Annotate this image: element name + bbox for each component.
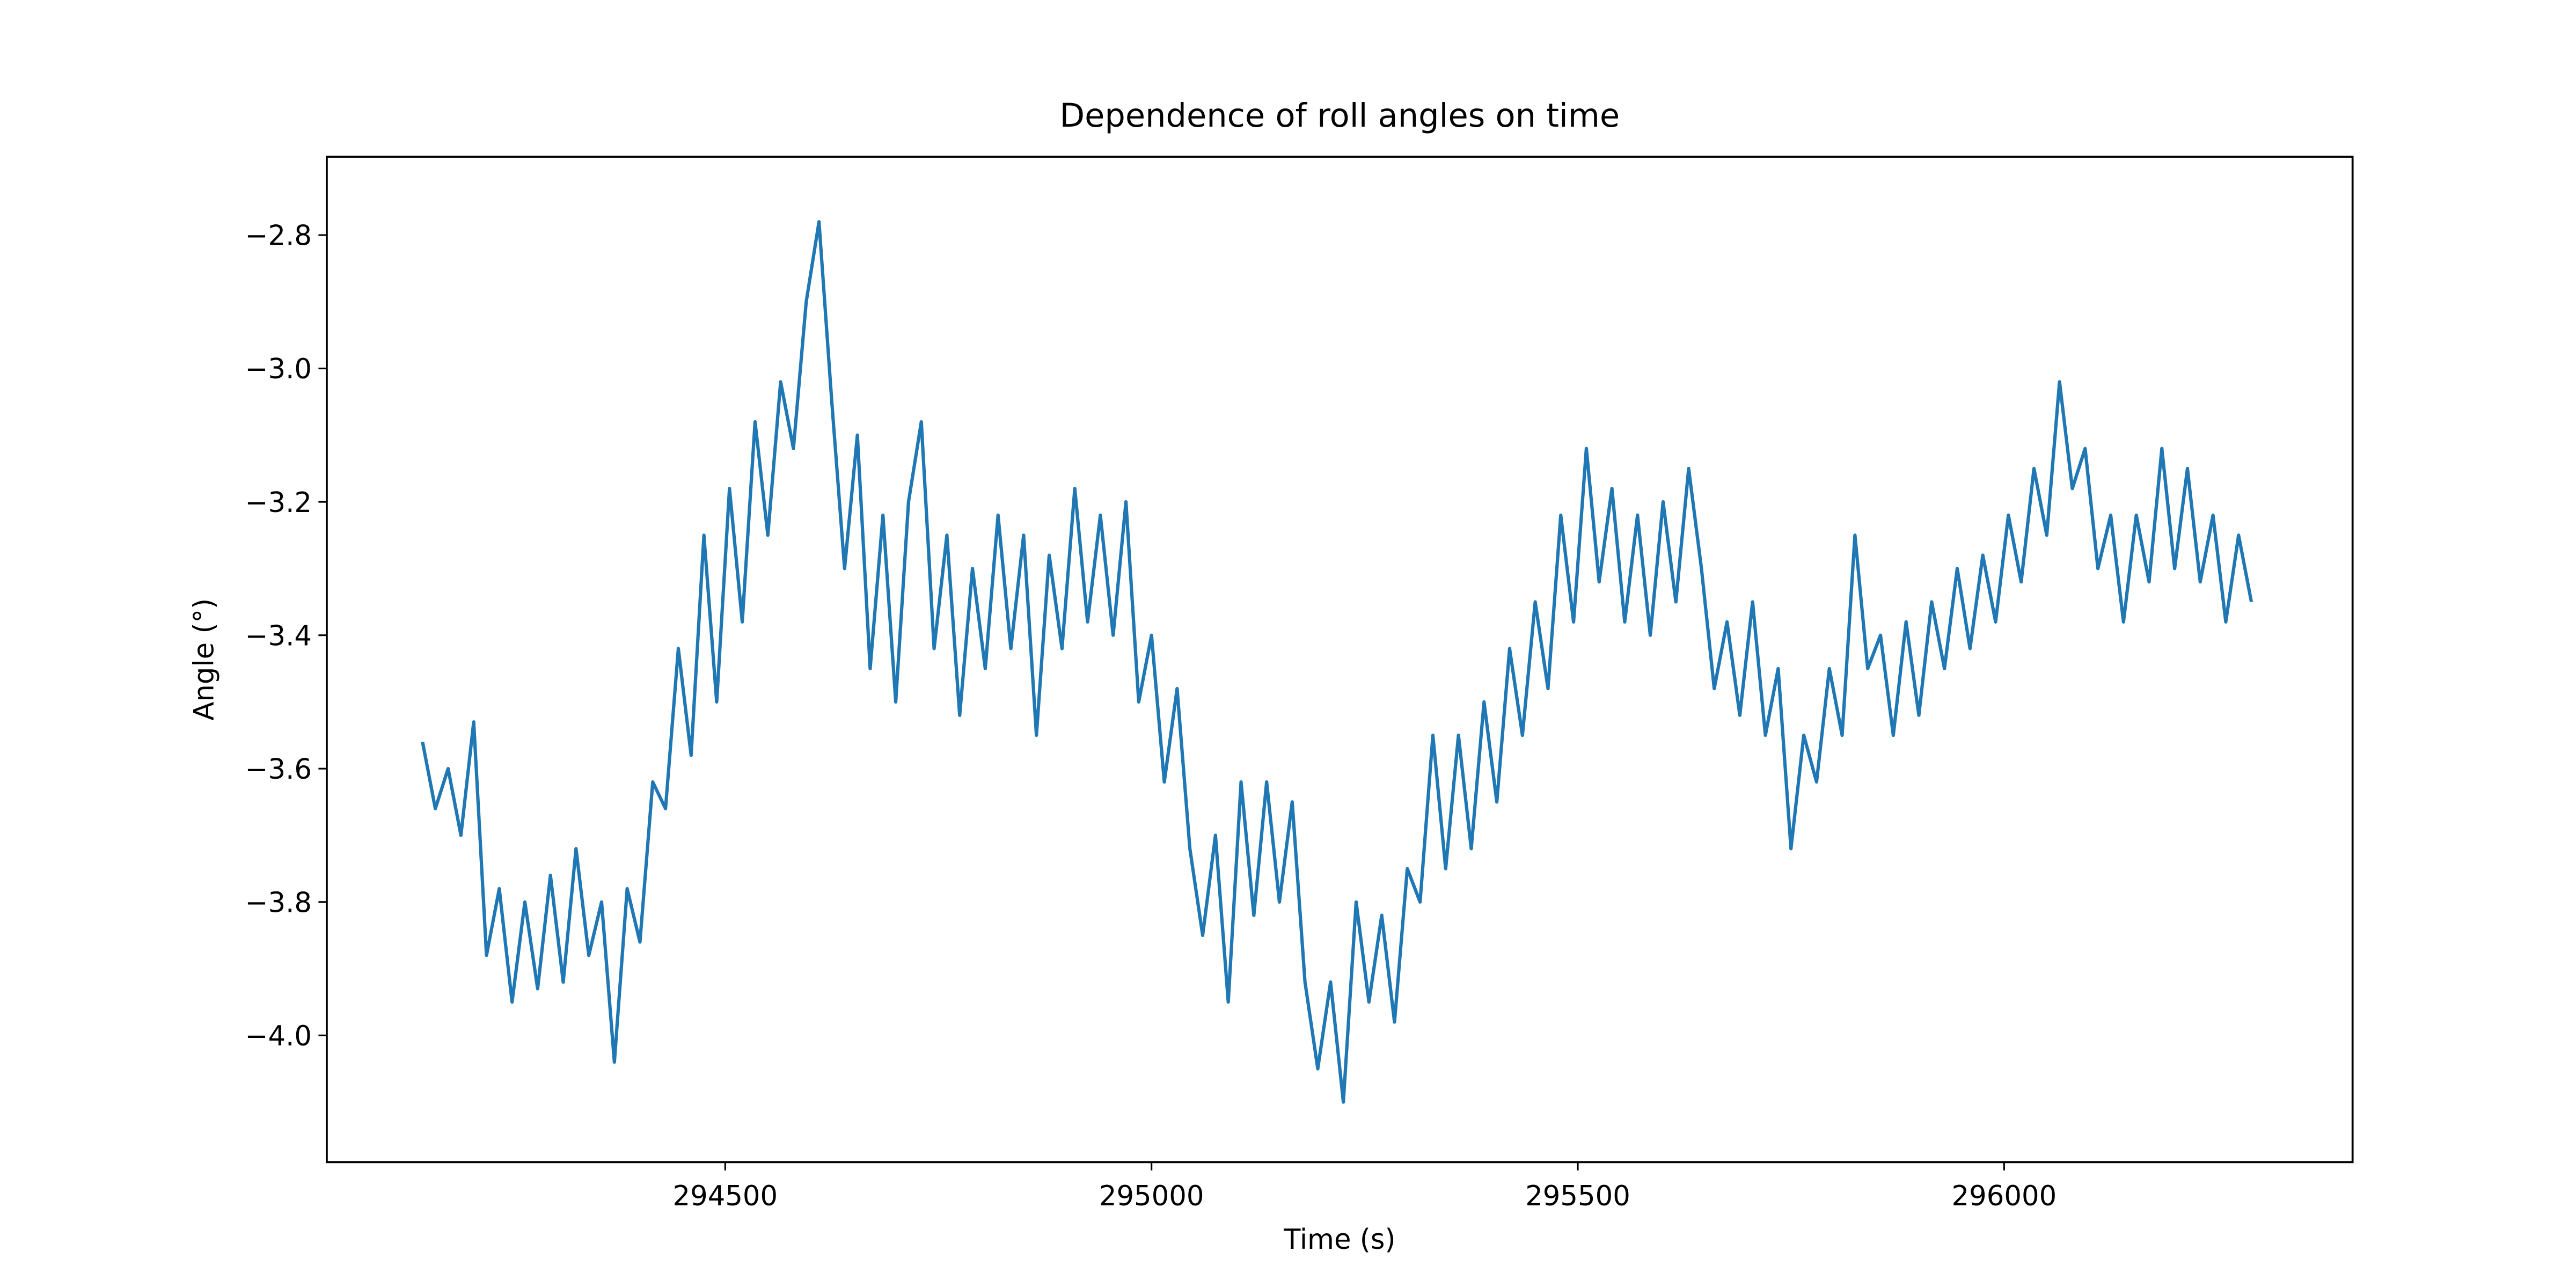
x-tick-label: 294500 [673,1180,778,1212]
plot-frame [326,156,2354,1163]
y-tick-label: −3.0 [245,353,312,385]
y-axis-label: Angle (°) [188,598,221,721]
y-tick-label: −3.6 [245,753,312,786]
x-axis-label: Time (s) [1283,1224,1395,1256]
chart-title: Dependence of roll angles on time [1059,97,1620,135]
y-tick-label: −4.0 [245,1020,312,1052]
x-tick-label: 295000 [1099,1180,1204,1212]
y-tick-label: −3.4 [245,620,312,652]
y-tick-label: −3.2 [245,487,312,519]
data-line [421,220,2253,1104]
y-tick-label: −3.8 [245,887,312,919]
x-tick-label: 296000 [1952,1180,2057,1212]
x-tick-label: 295500 [1525,1180,1630,1212]
y-tick-label: −2.8 [245,220,312,252]
